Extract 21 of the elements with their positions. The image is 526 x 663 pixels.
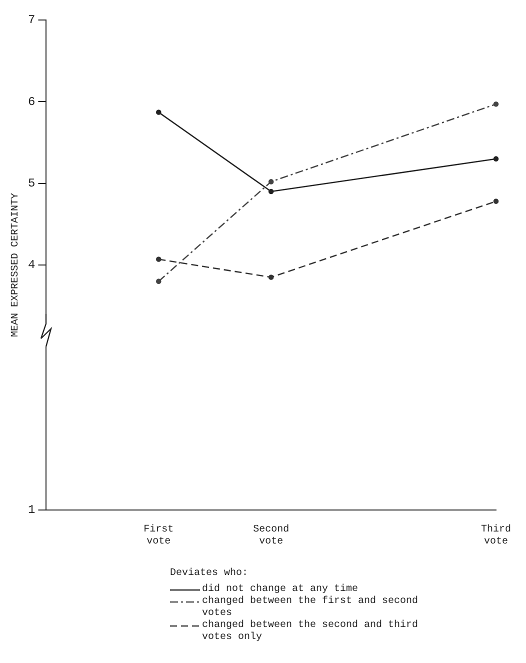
y-axis-title: MEAN EXPRESSED CERTAINTY [10,192,22,338]
x-tick-label: Third vote [480,524,512,548]
legend-label: did not change at any time [202,584,358,596]
point [493,101,499,107]
point [493,156,499,162]
y-tick-label: 5 [28,176,36,191]
point [268,179,274,184]
point [268,274,274,280]
x-tick-label: First vote [144,524,174,548]
legend-title: Deviates who: [170,568,250,580]
point [156,110,162,115]
point [493,198,499,204]
legend-label: changed between the second and third votes only [202,620,420,644]
y-tick-label: 7 [28,13,36,28]
x-tick-label: Second vote [253,524,290,548]
y-tick-label: 4 [28,258,36,272]
point [156,256,162,262]
point [268,188,274,194]
y-tick-label: 6 [28,94,36,109]
point [156,278,162,284]
y-tick-label: 1 [28,503,36,518]
